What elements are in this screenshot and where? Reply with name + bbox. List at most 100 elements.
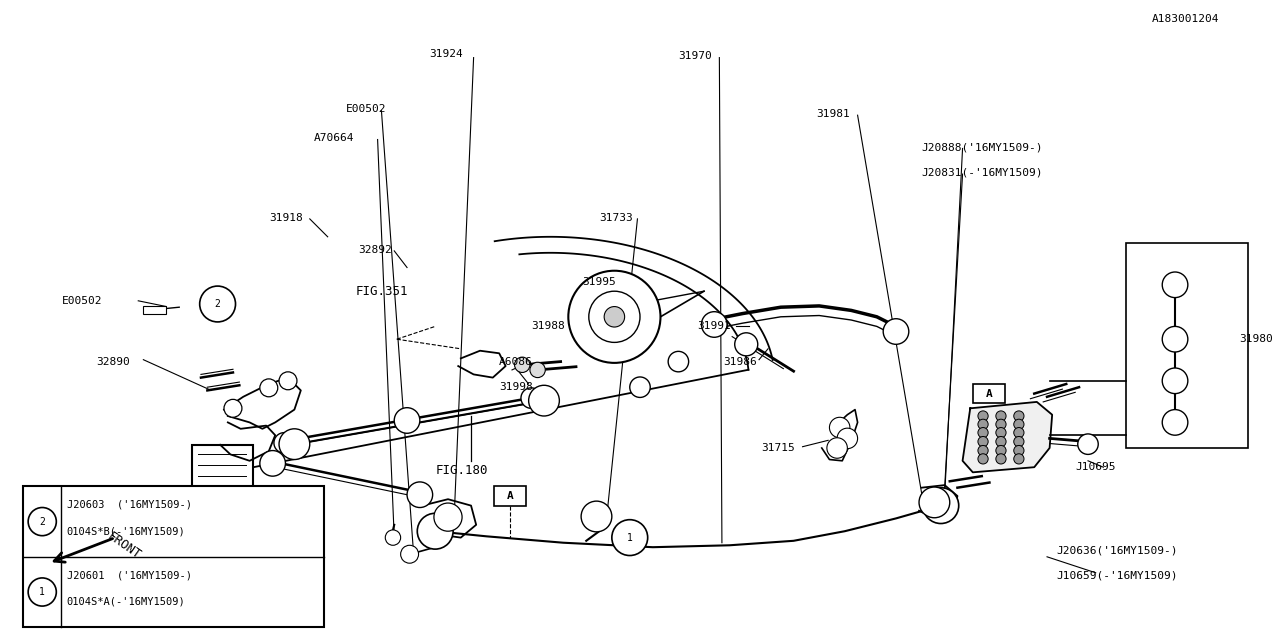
Polygon shape [963, 402, 1052, 472]
Text: 31986: 31986 [723, 356, 756, 367]
Text: 31988: 31988 [531, 321, 564, 332]
Circle shape [996, 419, 1006, 429]
Text: 31715: 31715 [762, 443, 795, 453]
Text: 1: 1 [627, 532, 632, 543]
Circle shape [28, 508, 56, 536]
Text: FRONT: FRONT [105, 530, 143, 563]
Circle shape [260, 379, 278, 397]
Text: E00502: E00502 [346, 104, 387, 114]
Text: 31924: 31924 [429, 49, 462, 60]
Circle shape [568, 271, 660, 363]
Text: 0104S*A(-'16MY1509): 0104S*A(-'16MY1509) [67, 597, 186, 607]
Text: J10695: J10695 [1075, 462, 1116, 472]
Text: J20603  ('16MY1509-): J20603 ('16MY1509-) [67, 500, 192, 509]
Text: 32892: 32892 [358, 244, 392, 255]
Circle shape [978, 454, 988, 464]
Circle shape [1014, 419, 1024, 429]
Bar [973, 384, 1005, 403]
Circle shape [978, 428, 988, 438]
Text: A6086: A6086 [499, 356, 532, 367]
Text: A: A [507, 491, 513, 501]
Text: J20831(-'16MY1509): J20831(-'16MY1509) [922, 168, 1043, 178]
Text: J10659(-'16MY1509): J10659(-'16MY1509) [1056, 571, 1178, 581]
Text: 2: 2 [215, 299, 220, 309]
Circle shape [701, 312, 727, 337]
Bar [143, 306, 166, 314]
Text: J20636('16MY1509-): J20636('16MY1509-) [1056, 545, 1178, 556]
Circle shape [274, 433, 294, 453]
Circle shape [1014, 445, 1024, 456]
Text: 31733: 31733 [599, 212, 632, 223]
Circle shape [529, 385, 559, 416]
Circle shape [978, 436, 988, 447]
Text: 0104S*B(-'16MY1509): 0104S*B(-'16MY1509) [67, 527, 186, 536]
Circle shape [407, 482, 433, 508]
Text: 31998: 31998 [499, 382, 532, 392]
Circle shape [923, 488, 959, 524]
Circle shape [630, 377, 650, 397]
Circle shape [417, 513, 453, 549]
Circle shape [200, 286, 236, 322]
Text: 31981: 31981 [817, 109, 850, 119]
Circle shape [978, 419, 988, 429]
Circle shape [521, 388, 541, 408]
Text: 31970: 31970 [678, 51, 712, 61]
Circle shape [1014, 411, 1024, 421]
Circle shape [530, 362, 545, 378]
Circle shape [978, 445, 988, 456]
Circle shape [279, 372, 297, 390]
Text: A: A [986, 388, 992, 399]
Circle shape [996, 445, 1006, 456]
Circle shape [1078, 434, 1098, 454]
Circle shape [996, 454, 1006, 464]
Circle shape [385, 530, 401, 545]
Bar [23, 486, 324, 627]
Circle shape [612, 520, 648, 556]
Circle shape [1014, 436, 1024, 447]
Text: J20888('16MY1509-): J20888('16MY1509-) [922, 142, 1043, 152]
Circle shape [260, 451, 285, 476]
Text: FIG.351: FIG.351 [356, 285, 408, 298]
Circle shape [883, 319, 909, 344]
Circle shape [434, 503, 462, 531]
Text: E00502: E00502 [61, 296, 102, 306]
Circle shape [1162, 410, 1188, 435]
Circle shape [919, 487, 950, 518]
Text: 31980: 31980 [1239, 334, 1272, 344]
Text: 2: 2 [40, 516, 45, 527]
Circle shape [1162, 272, 1188, 298]
Text: A183001204: A183001204 [1152, 14, 1220, 24]
Circle shape [1014, 454, 1024, 464]
Circle shape [996, 428, 1006, 438]
Circle shape [668, 351, 689, 372]
Circle shape [581, 501, 612, 532]
Text: 31995: 31995 [582, 276, 616, 287]
Circle shape [515, 357, 530, 372]
Circle shape [735, 333, 758, 356]
Text: FIG.180: FIG.180 [435, 464, 488, 477]
Circle shape [837, 428, 858, 449]
Circle shape [1162, 368, 1188, 394]
Circle shape [28, 578, 56, 606]
Circle shape [996, 436, 1006, 447]
Circle shape [401, 545, 419, 563]
Circle shape [1014, 428, 1024, 438]
Circle shape [279, 429, 310, 460]
Circle shape [827, 438, 847, 458]
Circle shape [224, 399, 242, 417]
Bar [494, 486, 526, 506]
Text: 31918: 31918 [269, 212, 302, 223]
Bar [1126, 243, 1248, 448]
Text: 1: 1 [40, 587, 45, 597]
Circle shape [604, 307, 625, 327]
Text: J20601  ('16MY1509-): J20601 ('16MY1509-) [67, 570, 192, 580]
Bar [192, 445, 253, 488]
Circle shape [1162, 326, 1188, 352]
Circle shape [589, 291, 640, 342]
Text: 32890: 32890 [96, 356, 129, 367]
Circle shape [996, 411, 1006, 421]
Circle shape [978, 411, 988, 421]
Circle shape [829, 417, 850, 438]
Circle shape [394, 408, 420, 433]
Text: 31991: 31991 [698, 321, 731, 332]
